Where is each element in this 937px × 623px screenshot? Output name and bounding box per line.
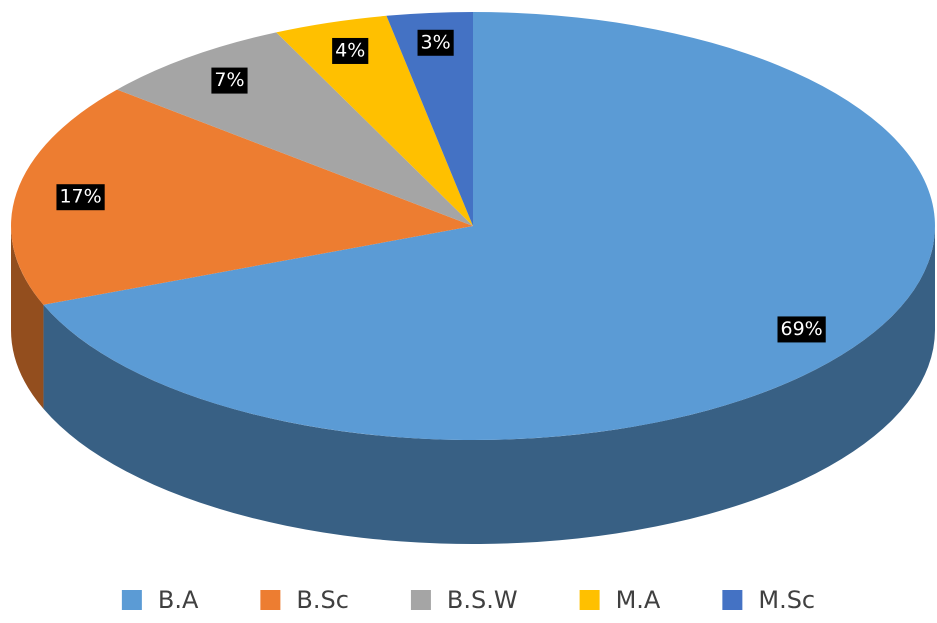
data-label-text: 7%	[214, 69, 244, 91]
data-label-text: 3%	[421, 31, 451, 53]
legend-label: B.A	[158, 586, 199, 614]
data-label: 3%	[417, 29, 454, 56]
data-label: 4%	[332, 37, 369, 64]
legend-swatch	[579, 590, 600, 610]
data-label-text: 17%	[59, 186, 101, 208]
slice	[43, 12, 936, 440]
data-label-text: 4%	[335, 39, 365, 61]
data-label-text: 69%	[780, 318, 822, 340]
legend-label: B.Sc	[296, 586, 349, 614]
legend-swatch	[260, 590, 281, 610]
data-label: 69%	[777, 316, 826, 343]
data-label-box	[211, 67, 248, 94]
slice-side	[43, 226, 936, 544]
data-label-box	[777, 316, 826, 343]
slice	[276, 15, 473, 227]
legend-label: M.Sc	[758, 586, 815, 614]
legend-swatch	[410, 590, 431, 610]
data-label-box	[417, 29, 454, 56]
legend-label: B.S.W	[447, 586, 518, 614]
slice-side	[11, 226, 44, 409]
legend: B.A B.Sc B.S.W M.A M.Sc	[121, 586, 815, 614]
data-label-box	[56, 184, 105, 211]
legend-label: M.A	[616, 586, 661, 614]
legend-swatch	[121, 590, 142, 610]
data-label: 17%	[56, 184, 105, 211]
slice	[117, 32, 473, 227]
slice	[11, 89, 474, 305]
data-label-box	[332, 37, 369, 64]
slice	[386, 12, 473, 226]
legend-swatch	[722, 590, 743, 610]
data-label: 7%	[211, 67, 248, 94]
